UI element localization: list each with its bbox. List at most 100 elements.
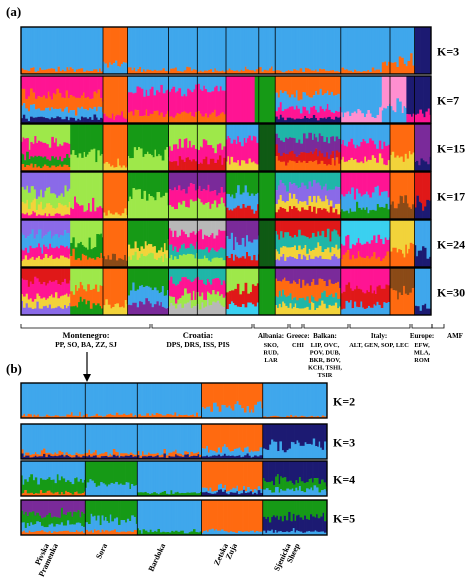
ancestry-bar-segment [88, 237, 92, 258]
ancestry-bar-segment [58, 524, 62, 532]
ancestry-bar-segment [104, 451, 108, 457]
ancestry-bar-segment [111, 220, 115, 254]
ancestry-bar-segment [26, 532, 30, 536]
ancestry-bar-segment [46, 527, 49, 533]
ancestry-bar-segment [240, 493, 244, 497]
ancestry-bar-segment [53, 124, 56, 143]
ancestry-bar-segment [302, 220, 305, 236]
ancestry-bar-segment [45, 285, 48, 301]
ancestry-bar-segment [77, 97, 80, 108]
ancestry-bar-segment [357, 146, 361, 163]
ancestry-bar-segment [146, 220, 149, 246]
ancestry-bar-segment [110, 76, 113, 119]
ancestry-bar-segment [284, 76, 288, 92]
ancestry-bar-segment [380, 220, 383, 240]
ancestry-bar-segment [241, 304, 245, 316]
ancestry-bar-segment [236, 268, 240, 285]
ancestry-bar-segment [149, 455, 153, 460]
ancestry-bar-segment [296, 300, 300, 309]
ancestry-bar-segment [403, 63, 407, 75]
ancestry-bar-segment [104, 484, 107, 497]
ancestry-bar-segment [421, 305, 425, 316]
ancestry-bar-segment [215, 452, 219, 456]
ancestry-bar-segment [122, 124, 126, 166]
ancestry-bar-segment [261, 71, 264, 75]
ancestry-bar-segment [164, 415, 167, 419]
ancestry-bar-segment [124, 300, 127, 316]
ancestry-bar-segment [327, 143, 331, 159]
ancestry-bar-segment [21, 475, 24, 494]
ancestry-bar-segment [279, 500, 283, 517]
ancestry-bar-segment [400, 124, 404, 157]
ancestry-bar-segment [329, 259, 332, 268]
ancestry-bar-segment [132, 172, 136, 189]
ancestry-bar-segment [188, 124, 192, 142]
ancestry-bar-segment [68, 143, 71, 158]
ancestry-bar-segment [429, 256, 431, 268]
ancestry-bar-segment [22, 88, 26, 104]
k-label: K=30 [437, 286, 465, 300]
ancestry-bar-segment [291, 172, 294, 185]
ancestry-bar-segment [66, 67, 69, 75]
ancestry-bar-segment [223, 500, 226, 532]
ancestry-bar-segment [256, 490, 259, 495]
ancestry-bar-segment [420, 172, 423, 204]
ancestry-bar-segment [211, 424, 215, 451]
ancestry-bar-segment [161, 454, 164, 458]
ancestry-bar-segment [367, 194, 370, 214]
ancestry-bar-segment [308, 181, 312, 197]
ancestry-bar-segment [117, 214, 121, 220]
ancestry-bar-segment [255, 531, 259, 536]
ancestry-bar-segment [167, 308, 169, 316]
ancestry-bar-segment [48, 490, 51, 497]
ancestry-bar-segment [87, 259, 89, 268]
ancestry-bar-segment [149, 303, 153, 316]
ancestry-bar-segment [148, 424, 151, 453]
ancestry-bar-segment [152, 197, 155, 220]
ancestry-bar-segment [363, 308, 367, 316]
ancestry-bar-segment [141, 27, 144, 73]
ancestry-bar-segment [185, 493, 187, 497]
ancestry-bar-segment [316, 112, 320, 121]
ancestry-bar-segment [352, 144, 355, 161]
ancestry-bar-segment [95, 530, 98, 536]
ancestry-bar-segment [137, 455, 140, 460]
ancestry-bar-segment [89, 461, 92, 480]
ancestry-bar-segment [172, 161, 175, 172]
ancestry-bar-segment [151, 76, 154, 87]
ancestry-bar-segment [198, 185, 201, 200]
ancestry-bar-segment [58, 195, 61, 204]
ancestry-bar-segment [314, 284, 317, 301]
ancestry-bar-segment [265, 488, 269, 497]
ancestry-bar-segment [416, 256, 419, 268]
ancestry-bar-segment [232, 290, 235, 304]
ancestry-bar-segment [326, 211, 329, 220]
ancestry-bar-segment [131, 27, 134, 71]
ancestry-bar-segment [187, 186, 191, 208]
ancestry-bar-segment [189, 253, 193, 268]
ancestry-bar-segment [276, 474, 280, 488]
ancestry-bar-segment [300, 220, 304, 236]
ancestry-bar-segment [52, 297, 56, 309]
ancestry-bar-segment [160, 268, 163, 293]
ancestry-bar-segment [425, 76, 429, 112]
ancestry-bar-segment [222, 446, 225, 456]
ancestry-bar-segment [300, 124, 304, 144]
ancestry-bar-segment [136, 247, 140, 261]
ancestry-bar-segment [276, 27, 279, 71]
ancestry-bar-segment [304, 245, 307, 257]
ancestry-bar-segment [228, 455, 230, 460]
ancestry-bar-segment [391, 151, 395, 172]
ancestry-bar-segment [109, 424, 112, 454]
ancestry-bar-segment [155, 252, 159, 261]
ancestry-bar-segment [48, 213, 51, 220]
ancestry-bar-segment [403, 106, 406, 124]
ancestry-bar-segment [47, 107, 50, 119]
ancestry-bar-segment [192, 529, 196, 536]
ancestry-bar-segment [342, 76, 345, 118]
ancestry-bar-segment [162, 500, 165, 532]
ancestry-bar-segment [269, 68, 272, 75]
ancestry-bar-segment [280, 140, 284, 157]
ancestry-bar-segment [317, 164, 320, 172]
ancestry-bar-segment [35, 76, 38, 100]
